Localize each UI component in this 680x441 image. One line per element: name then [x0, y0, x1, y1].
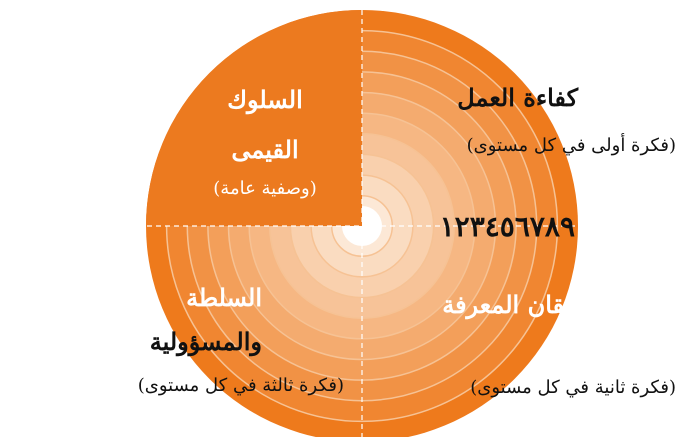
top-left-subtitle: (وصفية عامة) — [213, 178, 316, 199]
top-left-quadrant — [146, 10, 362, 226]
top-right-title: كفاءة العمل — [457, 83, 578, 112]
bottom-left-title-line2: والمسؤولية — [150, 327, 262, 357]
bottom-right-title: إتقان المعرفة — [442, 290, 578, 320]
bottom-left-subtitle: (فكرة ثالثة في كل مستوى) — [138, 375, 344, 396]
top-left-title-line2: القيمى — [231, 135, 298, 164]
top-left-title-line1: السلوك — [227, 85, 303, 115]
bottom-right-subtitle: (فكرة ثانية في كل مستوى) — [470, 377, 676, 398]
top-right-subtitle: (فكرة أولى في كل مستوى) — [467, 133, 676, 156]
level-numbers: ١٢٣٤٥٦٧٨٩ — [440, 210, 575, 243]
bottom-left-title-line1: السلطة — [186, 283, 262, 312]
